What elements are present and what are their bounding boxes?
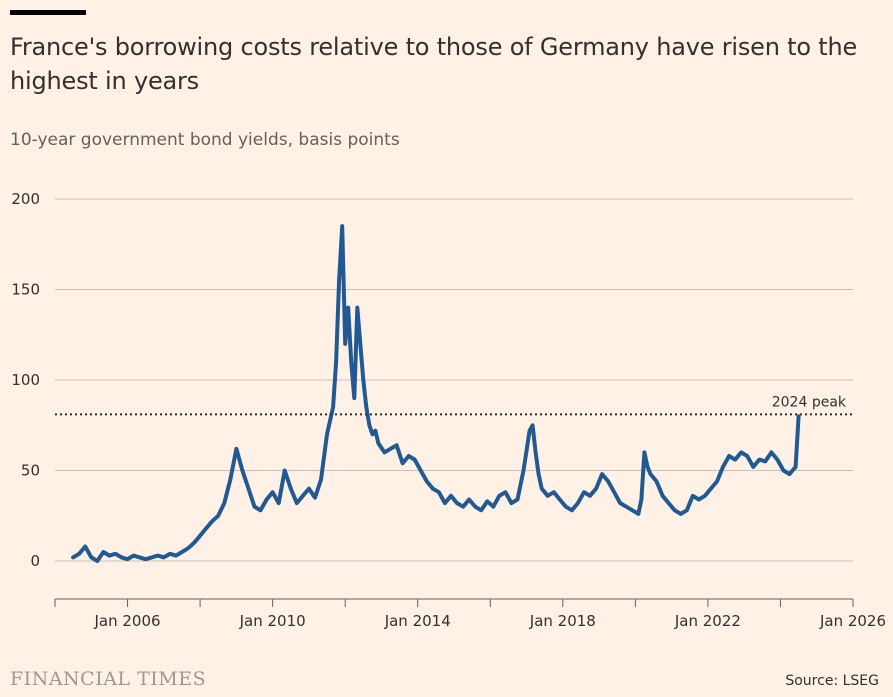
x-axis: Jan 2006 Jan 2010 Jan 2014 Jan 2018 Jan 2022… xyxy=(54,598,886,630)
y-axis-ticks: 0 50 100 150 200 xyxy=(11,190,40,570)
x-tick-label: Jan 2018 xyxy=(529,612,596,630)
x-tick-label: Jan 2026 xyxy=(819,612,886,630)
x-tick-label: Jan 2010 xyxy=(239,612,306,630)
brand-logo: FINANCIAL TIMES xyxy=(10,668,207,690)
x-tick-label: Jan 2022 xyxy=(674,612,741,630)
x-tick-label: Jan 2014 xyxy=(384,612,451,630)
y-tick-label: 150 xyxy=(11,281,40,299)
chart-title: France's borrowing costs relative to tho… xyxy=(10,33,858,95)
y-tick-label: 0 xyxy=(30,552,40,570)
source-note: Source: LSEG xyxy=(785,673,879,689)
brand-bar xyxy=(10,10,86,15)
series-layer xyxy=(71,224,801,563)
series-line-0 xyxy=(71,224,801,563)
chart-subtitle: 10-year government bond yields, basis po… xyxy=(10,130,400,150)
y-tick-label: 100 xyxy=(11,371,40,389)
gridlines xyxy=(55,198,853,562)
y-tick-label: 50 xyxy=(21,462,40,480)
peak-reference-label: 2024 peak xyxy=(772,394,847,410)
annotations: 2024 peak xyxy=(55,394,853,416)
x-tick-label: Jan 2006 xyxy=(94,612,161,630)
y-tick-label: 200 xyxy=(11,190,40,208)
